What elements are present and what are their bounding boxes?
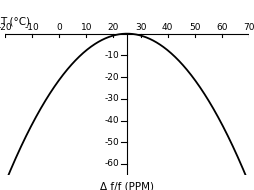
Text: Δ f/f (PPM): Δ f/f (PPM) xyxy=(100,181,154,190)
Text: 30: 30 xyxy=(135,23,146,32)
Text: 10: 10 xyxy=(81,23,92,32)
Text: 0: 0 xyxy=(56,23,62,32)
Text: -10: -10 xyxy=(25,23,40,32)
Text: 70: 70 xyxy=(243,23,254,32)
Text: -50: -50 xyxy=(105,138,120,147)
Text: 40: 40 xyxy=(162,23,173,32)
Text: 50: 50 xyxy=(189,23,200,32)
Text: 20: 20 xyxy=(108,23,119,32)
Text: -30: -30 xyxy=(105,94,120,103)
Text: -20: -20 xyxy=(105,73,120,82)
Text: T (°C): T (°C) xyxy=(0,16,30,26)
Text: -60: -60 xyxy=(105,159,120,169)
Text: -10: -10 xyxy=(105,51,120,60)
Text: -20: -20 xyxy=(0,23,12,32)
Text: -40: -40 xyxy=(105,116,120,125)
Text: 60: 60 xyxy=(216,23,228,32)
